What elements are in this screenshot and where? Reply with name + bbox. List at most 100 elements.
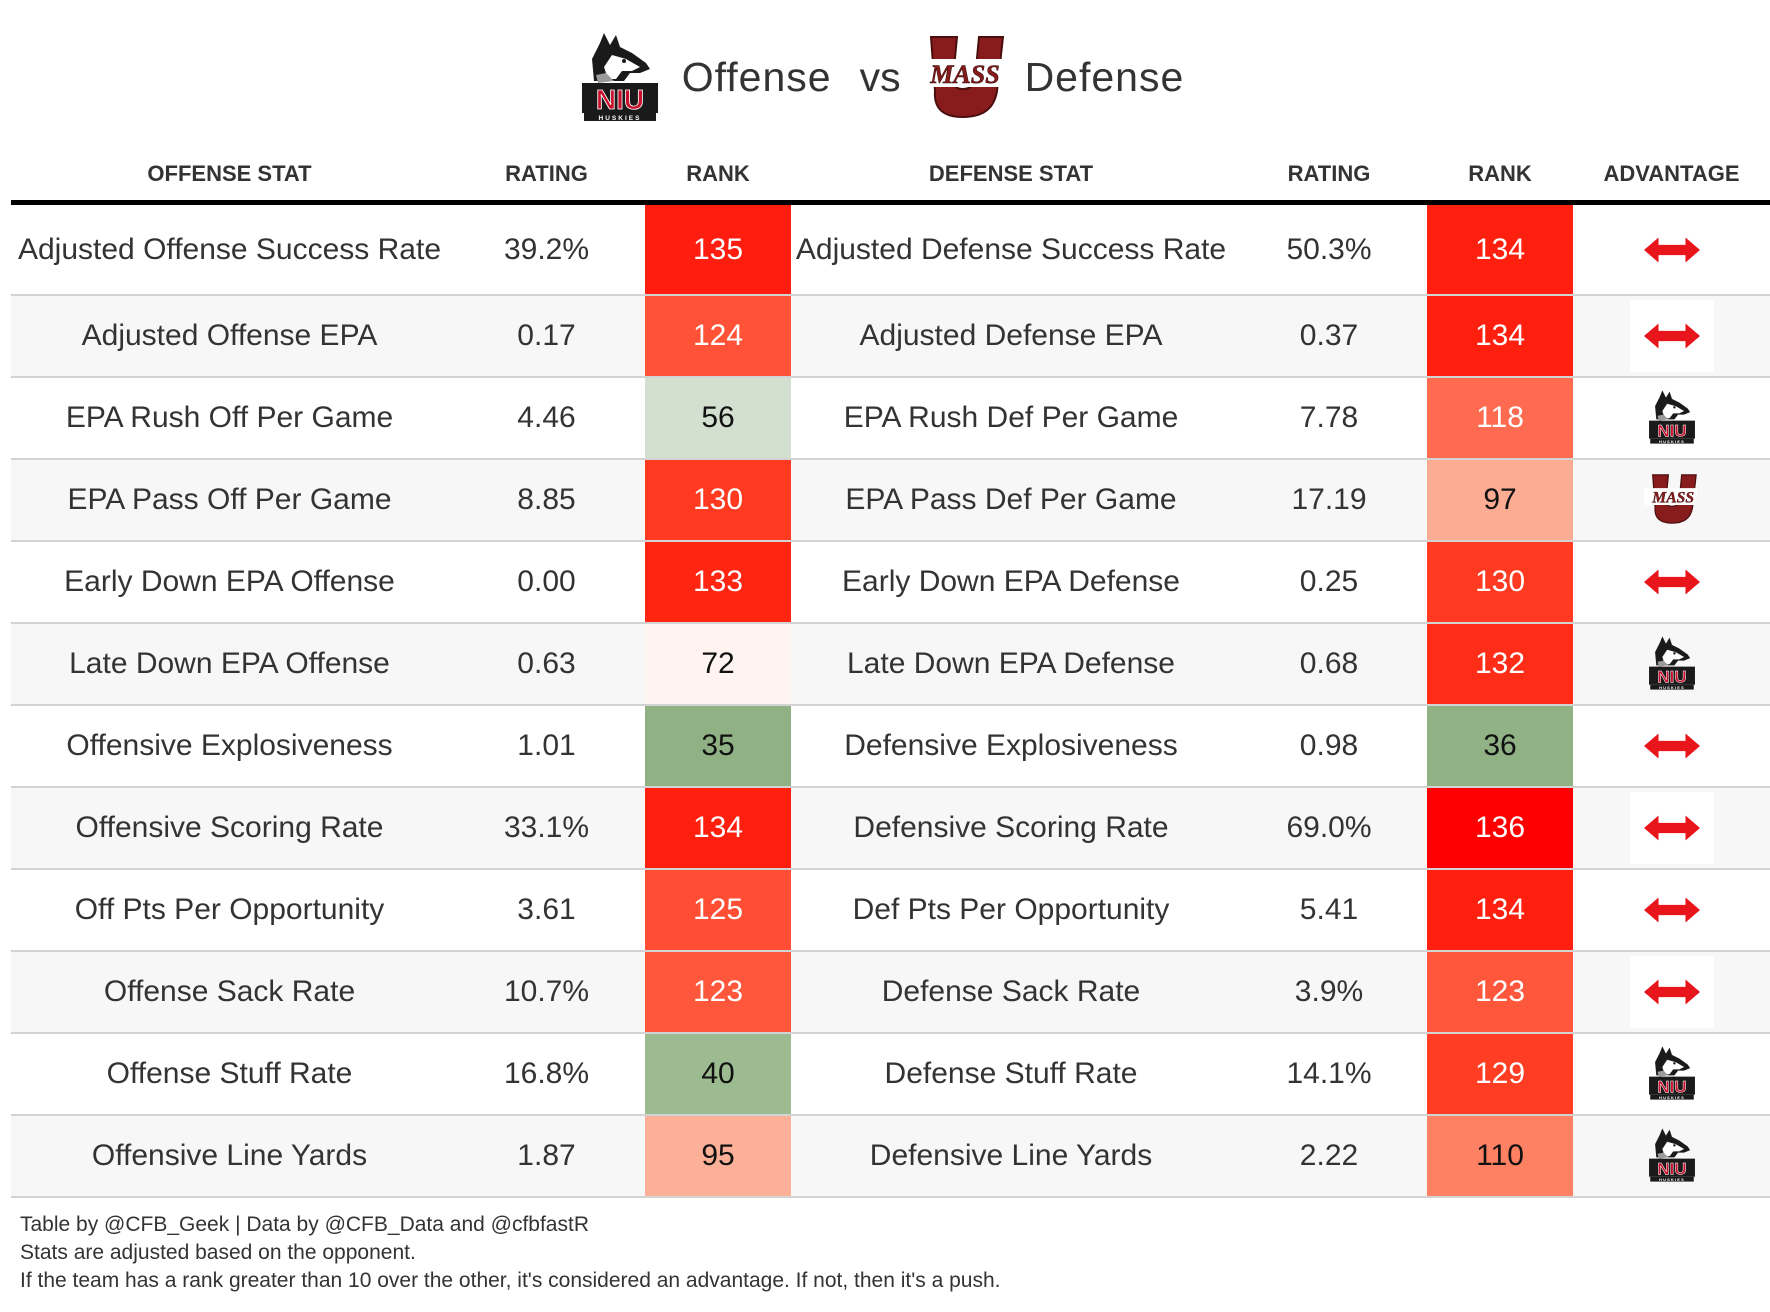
niu-logo-icon: [1648, 389, 1695, 444]
defense-rating-cell: 0.98: [1231, 705, 1427, 788]
defense-rank-cell: 134: [1427, 295, 1573, 378]
double-arrow-icon: [1643, 237, 1700, 262]
defense-rank-cell: 129: [1427, 1033, 1573, 1116]
double-arrow-icon: [1643, 733, 1700, 759]
defense-stat-cell: Defensive Explosiveness: [791, 705, 1231, 788]
offense-rank-cell: 40: [645, 1033, 791, 1116]
double-arrow-icon: [1643, 979, 1700, 1005]
table-row: Adjusted Offense EPA 0.17 124 Adjusted Defe…: [11, 295, 1770, 378]
offense-rank-cell: 130: [645, 459, 791, 542]
offense-rank-cell: 123: [645, 951, 791, 1034]
col-offense-rating: Rating: [448, 148, 645, 205]
defense-rank-cell: 97: [1427, 459, 1573, 542]
footer-advantage-note: If the team has a rank greater than 10 o…: [20, 1269, 1001, 1292]
offense-rank-cell: 56: [645, 377, 791, 460]
niu-logo-icon: [1648, 635, 1695, 690]
offense-rating-cell: 33.1%: [448, 787, 645, 870]
col-defense-rating: Rating: [1231, 148, 1427, 205]
defense-rank-cell: 132: [1427, 623, 1573, 706]
col-defense-stat: Defense Stat: [791, 148, 1231, 205]
defense-title: Defense: [1024, 53, 1185, 100]
double-arrow-icon: [1643, 815, 1700, 841]
col-offense-stat: Offense Stat: [11, 148, 448, 205]
offense-title: Offense: [681, 53, 832, 100]
defense-rank-cell: 136: [1427, 787, 1573, 870]
defense-rank-cell: 36: [1427, 705, 1573, 788]
offense-rating-cell: 3.61: [448, 869, 645, 952]
offense-rating-cell: 1.01: [448, 705, 645, 788]
offense-rank-cell: 72: [645, 623, 791, 706]
defense-rating-cell: 7.78: [1231, 377, 1427, 460]
advantage-cell: [1573, 202, 1770, 296]
footer-adjusted-note: Stats are adjusted based on the opponent…: [20, 1241, 416, 1264]
defense-rating-cell: 50.3%: [1231, 202, 1427, 296]
defense-stat-cell: Late Down EPA Defense: [791, 623, 1231, 706]
offense-rank-cell: 95: [645, 1115, 791, 1198]
table-row: Offensive Explosiveness 1.01 35 Defensive E…: [11, 705, 1770, 788]
offense-rank-cell: 135: [645, 202, 791, 296]
defense-stat-cell: EPA Pass Def Per Game: [791, 459, 1231, 542]
advantage-cell: [1573, 295, 1770, 378]
defense-rank-cell: 130: [1427, 541, 1573, 624]
double-arrow-icon: [1643, 897, 1700, 923]
defense-stat-cell: Defensive Scoring Rate: [791, 787, 1231, 870]
table-row: Early Down EPA Offense 0.00 133 Early Down …: [11, 541, 1770, 624]
offense-rating-cell: 39.2%: [448, 202, 645, 296]
defense-stat-cell: Early Down EPA Defense: [791, 541, 1231, 624]
col-offense-rank: Rank: [645, 148, 791, 205]
offense-rating-cell: 4.46: [448, 377, 645, 460]
defense-stat-cell: Adjusted Defense EPA: [791, 295, 1231, 378]
advantage-cell: [1573, 1033, 1770, 1116]
advantage-cell: [1573, 787, 1770, 870]
offense-stat-cell: Offensive Line Yards: [11, 1115, 448, 1198]
offense-rank-cell: 35: [645, 705, 791, 788]
offense-stat-cell: Off Pts Per Opportunity: [11, 869, 448, 952]
defense-rank-cell: 110: [1427, 1115, 1573, 1198]
table-row: Adjusted Offense Success Rate 39.2% 135 Adj…: [11, 202, 1770, 296]
table-row: EPA Rush Off Per Game 4.46 56 EPA Rush Def …: [11, 377, 1770, 460]
offense-stat-cell: Offense Sack Rate: [11, 951, 448, 1034]
offense-rating-cell: 10.7%: [448, 951, 645, 1034]
offense-stat-cell: Adjusted Offense EPA: [11, 295, 448, 378]
offense-rank-cell: 134: [645, 787, 791, 870]
advantage-cell: [1573, 705, 1770, 788]
advantage-cell: [1573, 541, 1770, 624]
col-advantage: Advantage: [1573, 148, 1770, 205]
advantage-cell: [1573, 623, 1770, 706]
offense-rank-cell: 124: [645, 295, 791, 378]
offense-stat-cell: Offensive Explosiveness: [11, 705, 448, 788]
offense-rating-cell: 0.17: [448, 295, 645, 378]
niu-logo-icon: [1648, 1045, 1695, 1100]
offense-rating-cell: 16.8%: [448, 1033, 645, 1116]
offense-stat-cell: Late Down EPA Offense: [11, 623, 448, 706]
niu-logo-icon: [581, 32, 659, 123]
umass-logo-icon: [914, 36, 1006, 118]
defense-stat-cell: Defensive Line Yards: [791, 1115, 1231, 1198]
defense-stat-cell: Defense Stuff Rate: [791, 1033, 1231, 1116]
matchup-table: Offense Stat Rating Rank Defense Stat Ra…: [11, 148, 1770, 1198]
defense-rating-cell: 3.9%: [1231, 951, 1427, 1034]
defense-rank-cell: 123: [1427, 951, 1573, 1034]
defense-rating-cell: 17.19: [1231, 459, 1427, 542]
defense-rating-cell: 0.25: [1231, 541, 1427, 624]
advantage-cell: [1573, 377, 1770, 460]
offense-stat-cell: Offense Stuff Rate: [11, 1033, 448, 1116]
offense-rating-cell: 1.87: [448, 1115, 645, 1198]
table-row: EPA Pass Off Per Game 8.85 130 EPA Pass Def…: [11, 459, 1770, 542]
double-arrow-icon: [1643, 569, 1700, 595]
table-row: Offensive Line Yards 1.87 95 Defensive Line…: [11, 1115, 1770, 1198]
table-row: Off Pts Per Opportunity 3.61 125 Def Pts Pe…: [11, 869, 1770, 952]
table-row: Offensive Scoring Rate 33.1% 134 Defensive …: [11, 787, 1770, 870]
offense-rating-cell: 8.85: [448, 459, 645, 542]
defense-rating-cell: 14.1%: [1231, 1033, 1427, 1116]
table-row: Offense Sack Rate 10.7% 123 Defense Sack Ra…: [11, 951, 1770, 1034]
double-arrow-icon: [1643, 323, 1700, 349]
table-row: Late Down EPA Offense 0.63 72 Late Down EPA…: [11, 623, 1770, 706]
offense-stat-cell: Early Down EPA Offense: [11, 541, 448, 624]
umass-logo-icon: [1643, 473, 1698, 524]
offense-stat-cell: EPA Rush Off Per Game: [11, 377, 448, 460]
title-bar: Offense vs Defense: [0, 22, 1770, 132]
offense-stat-cell: EPA Pass Off Per Game: [11, 459, 448, 542]
footer-notes: Table by @CFB_Geek | Data by @CFB_Data a…: [20, 1211, 1000, 1295]
defense-rank-cell: 134: [1427, 869, 1573, 952]
